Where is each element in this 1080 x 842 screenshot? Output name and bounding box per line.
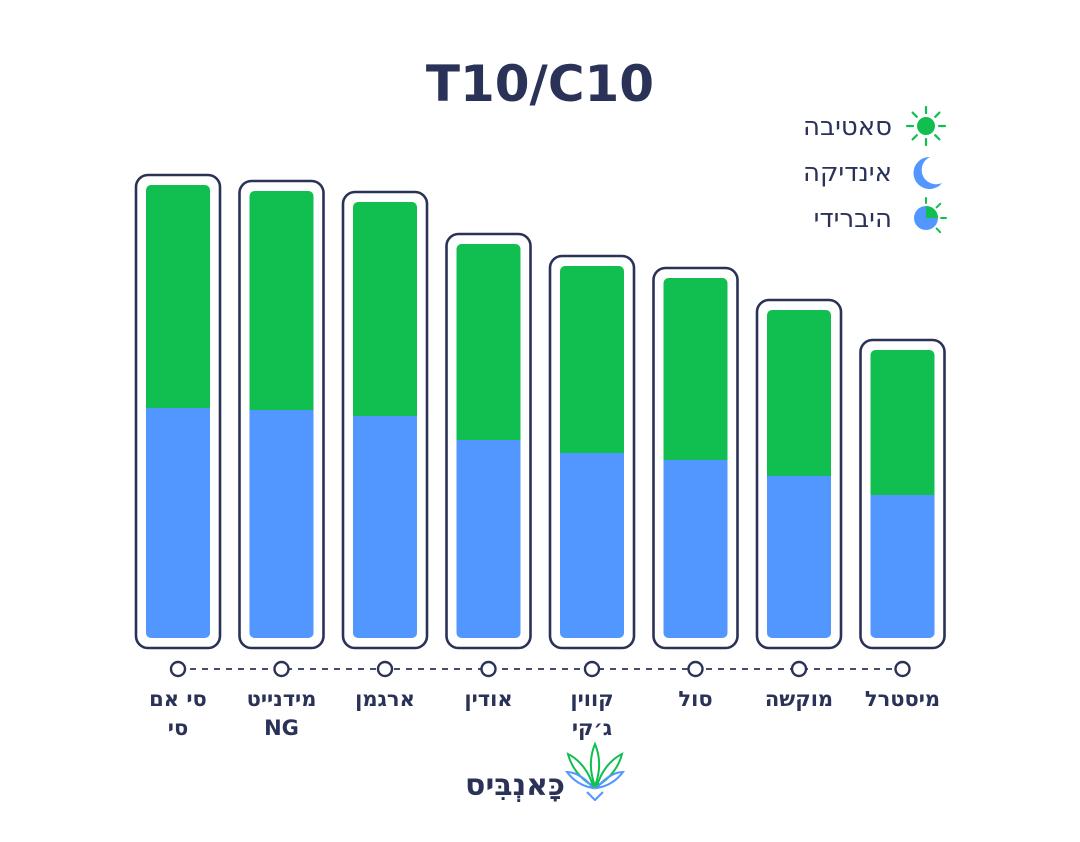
axis-marker (169, 660, 187, 678)
category-labels: סי אם סי מידנייט NG ארגמן אודין קווין ג׳קי סול מו… (149, 687, 940, 740)
bar-segment-indica (353, 416, 417, 638)
axis-marker (583, 660, 601, 678)
bar-group (755, 298, 843, 650)
bar-segment-indica (767, 476, 831, 638)
chart-title: T10/C10 (426, 55, 654, 113)
bar-segment-sativa (560, 266, 624, 453)
bar-group (445, 232, 532, 650)
category-label: קווין (570, 687, 613, 711)
moon-icon (913, 156, 942, 189)
bar-group (652, 266, 739, 650)
hybrid-icon (914, 197, 947, 234)
sun-icon (905, 105, 947, 147)
category-label: NG (264, 716, 299, 740)
category-label: מידנייט (247, 687, 317, 711)
bar-segment-indica (456, 440, 521, 638)
brand-name: כָּאנְבִּיס (465, 768, 565, 803)
bar-segment-indica (560, 453, 624, 638)
cannabis-leaf-icon (564, 741, 626, 802)
bar-segment-sativa (353, 202, 417, 416)
legend-label-hybrid: היברידי (814, 204, 892, 234)
legend-item-hybrid: היברידי (814, 197, 947, 234)
bars-layer (134, 173, 946, 650)
bar-segment-sativa (663, 278, 728, 460)
axis-marker (687, 660, 704, 678)
bar-segment-sativa (146, 185, 210, 408)
axis-marker (376, 660, 394, 678)
axis-marker (790, 660, 808, 678)
axis-marker (480, 660, 497, 678)
legend-label-indica: אינדיקה (803, 158, 892, 188)
bar-segment-sativa (767, 310, 831, 476)
category-axis (169, 660, 911, 678)
category-label: מוקשה (765, 687, 833, 711)
category-label: אודין (464, 687, 512, 711)
bar-group (134, 173, 222, 650)
bar-group (859, 338, 946, 650)
category-label: ארגמן (355, 687, 415, 711)
legend: סאטיבה אינדיקה היברידי (803, 105, 947, 234)
category-label: ג׳קי (572, 716, 612, 740)
bar-group (548, 254, 636, 650)
bar-group (341, 190, 429, 650)
legend-item-indica: אינדיקה (803, 156, 942, 189)
bar-segment-indica (146, 408, 210, 638)
category-label: סי אם (149, 687, 207, 711)
bar-segment-indica (870, 495, 935, 638)
legend-label-sativa: סאטיבה (803, 112, 892, 142)
bar-segment-sativa (456, 244, 521, 440)
bar-segment-sativa (249, 191, 314, 410)
bar-segment-indica (663, 460, 728, 638)
brand-logo: כָּאנְבִּיס (465, 741, 626, 803)
category-label: סול (678, 687, 712, 711)
bar-segment-indica (249, 410, 314, 638)
axis-marker (894, 660, 911, 678)
legend-item-sativa: סאטיבה (803, 105, 947, 147)
axis-marker (273, 660, 290, 678)
category-label: סי (168, 716, 188, 740)
category-label: מיסטרל (865, 687, 940, 711)
bar-group (238, 179, 325, 650)
bar-segment-sativa (870, 350, 935, 495)
